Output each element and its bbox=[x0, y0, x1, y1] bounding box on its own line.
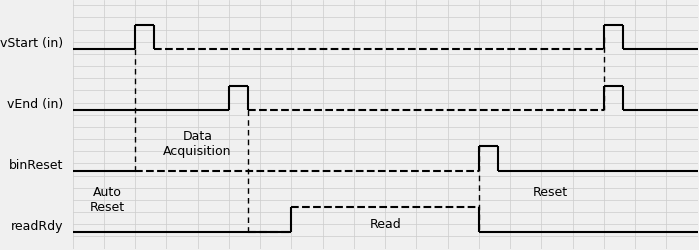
Text: Auto
Reset: Auto Reset bbox=[89, 186, 124, 214]
Text: vStart (in): vStart (in) bbox=[0, 37, 64, 50]
Text: readRdy: readRdy bbox=[10, 219, 64, 232]
Text: vEnd (in): vEnd (in) bbox=[7, 98, 64, 110]
Text: Data
Acquisition: Data Acquisition bbox=[164, 130, 232, 158]
Text: Read: Read bbox=[369, 217, 401, 230]
Text: Reset: Reset bbox=[533, 186, 568, 198]
Text: binReset: binReset bbox=[9, 158, 64, 171]
